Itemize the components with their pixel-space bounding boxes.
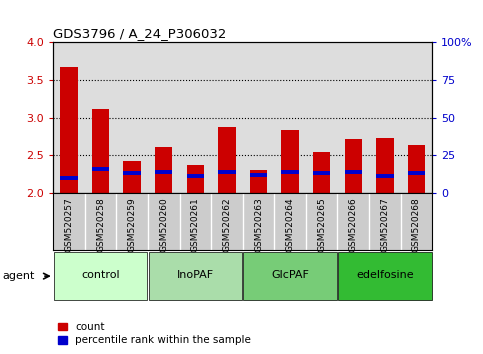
Bar bbox=[408, 171, 425, 176]
Bar bbox=[282, 131, 299, 193]
Bar bbox=[250, 170, 267, 193]
Bar bbox=[124, 171, 141, 176]
Bar bbox=[60, 67, 78, 193]
Bar bbox=[376, 138, 394, 193]
Text: GSM520262: GSM520262 bbox=[222, 198, 231, 252]
Text: GSM520260: GSM520260 bbox=[159, 198, 168, 252]
Legend: count, percentile rank within the sample: count, percentile rank within the sample bbox=[58, 322, 251, 345]
Bar bbox=[186, 174, 204, 178]
Text: GDS3796 / A_24_P306032: GDS3796 / A_24_P306032 bbox=[53, 27, 227, 40]
Text: GlcPAF: GlcPAF bbox=[271, 270, 309, 280]
Bar bbox=[92, 167, 109, 171]
Text: GSM520263: GSM520263 bbox=[254, 198, 263, 252]
Bar bbox=[408, 145, 425, 193]
Text: GSM520268: GSM520268 bbox=[412, 198, 421, 252]
Text: GSM520264: GSM520264 bbox=[285, 198, 295, 252]
Bar bbox=[60, 176, 78, 180]
Bar bbox=[92, 109, 109, 193]
Bar bbox=[344, 170, 362, 174]
Bar bbox=[155, 147, 172, 193]
Text: GSM520259: GSM520259 bbox=[128, 198, 137, 252]
Bar bbox=[338, 252, 432, 300]
Bar bbox=[155, 170, 172, 174]
Bar bbox=[344, 139, 362, 193]
Text: agent: agent bbox=[2, 271, 35, 281]
Bar bbox=[149, 252, 242, 300]
Text: edelfosine: edelfosine bbox=[356, 270, 414, 280]
Bar bbox=[54, 252, 147, 300]
Text: GSM520266: GSM520266 bbox=[349, 198, 358, 252]
Bar bbox=[218, 127, 236, 193]
Bar bbox=[313, 171, 330, 176]
Text: GSM520261: GSM520261 bbox=[191, 198, 200, 252]
Text: GSM520267: GSM520267 bbox=[381, 198, 389, 252]
Bar bbox=[243, 252, 337, 300]
Text: InoPAF: InoPAF bbox=[177, 270, 214, 280]
Bar bbox=[282, 170, 299, 174]
Text: GSM520258: GSM520258 bbox=[96, 198, 105, 252]
Bar bbox=[124, 161, 141, 193]
Bar bbox=[250, 173, 267, 177]
Text: GSM520257: GSM520257 bbox=[64, 198, 73, 252]
Text: GSM520265: GSM520265 bbox=[317, 198, 326, 252]
Text: control: control bbox=[81, 270, 120, 280]
Bar bbox=[376, 174, 394, 178]
Bar bbox=[218, 170, 236, 174]
Bar bbox=[186, 165, 204, 193]
Bar bbox=[313, 152, 330, 193]
